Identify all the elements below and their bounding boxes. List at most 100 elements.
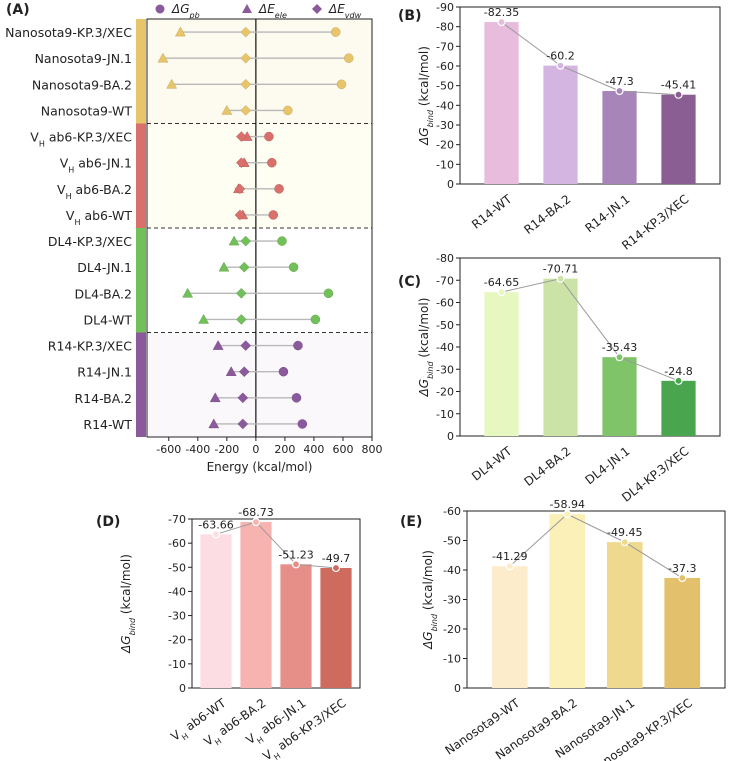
value-label: -51.23 bbox=[278, 548, 313, 561]
y-tick-label: -20 bbox=[436, 386, 454, 399]
legend-label: ΔGpb bbox=[171, 2, 200, 20]
vdw-diamond-marker bbox=[234, 183, 246, 195]
x-tick-label: -400 bbox=[185, 443, 210, 456]
pb-circle-marker bbox=[291, 393, 302, 403]
y-tick-label: -70 bbox=[436, 274, 454, 287]
vdw-diamond-marker bbox=[236, 131, 247, 142]
value-label: -58.94 bbox=[550, 498, 585, 511]
data-point bbox=[211, 530, 221, 539]
ele-triangle-marker bbox=[228, 235, 240, 246]
panel-b-bar-chart: (B) 0 -10 -20 -30 -40 -50 -60 -70 -80 -90 ΔGbind (k… bbox=[398, 1, 721, 253]
value-label: -35.43 bbox=[602, 341, 637, 354]
pb-circle-marker bbox=[277, 236, 287, 246]
value-label: -63.66 bbox=[198, 518, 233, 531]
pb-circle-marker bbox=[336, 79, 347, 90]
y-tick-label: -50 bbox=[443, 535, 461, 548]
trend-line bbox=[509, 513, 683, 579]
pb-circle-marker bbox=[323, 288, 334, 299]
row-label: VH ab6-JN.1 bbox=[60, 156, 132, 175]
bar bbox=[664, 577, 701, 688]
x-tick-label: 0 bbox=[252, 443, 259, 456]
category-label: R14-WT bbox=[469, 192, 515, 232]
value-label: -70.71 bbox=[543, 263, 578, 276]
y-tick-label: -80 bbox=[436, 21, 454, 34]
ele-triangle-marker bbox=[166, 78, 178, 89]
data-point bbox=[251, 517, 261, 527]
ele-triangle-marker bbox=[212, 340, 224, 350]
y-axis-title: ΔGbind (kcal/mol) bbox=[417, 298, 435, 398]
ele-triangle-marker bbox=[208, 418, 220, 429]
category-label: R14-BA.2 bbox=[521, 192, 573, 237]
data-point bbox=[505, 562, 514, 571]
y-tick-label: -30 bbox=[168, 610, 186, 623]
group-color-bar bbox=[136, 228, 146, 333]
y-tick-label: -60 bbox=[443, 505, 461, 518]
ele-triangle-marker bbox=[182, 287, 194, 298]
group-color-bar bbox=[136, 123, 146, 228]
panel-label: (E) bbox=[400, 514, 422, 530]
row-label: Nanosota9-BA.2 bbox=[32, 77, 132, 92]
value-label: -41.29 bbox=[492, 550, 527, 563]
pb-circle-marker bbox=[288, 262, 299, 272]
bar bbox=[602, 90, 637, 184]
bar bbox=[200, 534, 232, 688]
data-point bbox=[674, 376, 683, 385]
category-label: DL4-WT bbox=[469, 444, 515, 484]
plot-frame bbox=[459, 6, 721, 185]
vdw-diamond-marker bbox=[237, 418, 249, 430]
data-point bbox=[674, 90, 683, 99]
x-tick-label: 800 bbox=[362, 443, 383, 456]
row-label: R14-KP.3/XEC bbox=[48, 339, 132, 354]
y-tick-label: -30 bbox=[436, 363, 454, 376]
category-label: DL4-JN.1 bbox=[583, 444, 633, 487]
panel-label: (B) bbox=[398, 8, 421, 24]
value-label: -60.2 bbox=[546, 50, 574, 63]
x-tick-label: 200 bbox=[274, 443, 295, 456]
y-tick-label: -10 bbox=[436, 158, 454, 171]
bar bbox=[240, 522, 272, 688]
y-tick-label: -60 bbox=[436, 297, 454, 310]
y-tick-label: -20 bbox=[443, 623, 461, 636]
vdw-diamond-marker bbox=[238, 366, 250, 378]
ele-triangle-marker bbox=[218, 261, 230, 272]
y-tick-label: -40 bbox=[443, 564, 461, 577]
row-label: VH ab6-KP.3/XEC bbox=[30, 130, 132, 149]
value-label: -68.73 bbox=[238, 506, 273, 519]
group-background bbox=[147, 228, 372, 333]
row-label: VH ab6-BA.2 bbox=[57, 182, 132, 201]
y-tick-label: -30 bbox=[443, 594, 461, 607]
data-point bbox=[556, 61, 565, 70]
y-tick-label: -70 bbox=[168, 513, 186, 526]
row-label: Nanosota9-JN.1 bbox=[35, 51, 132, 66]
y-tick-label: -60 bbox=[168, 537, 186, 550]
bar bbox=[661, 380, 696, 436]
data-point bbox=[678, 573, 687, 583]
group-background bbox=[147, 332, 372, 437]
legend: ΔGpb ΔEele ΔEvdw bbox=[155, 2, 362, 20]
data-point bbox=[556, 274, 565, 283]
value-label: -45.41 bbox=[661, 79, 696, 92]
value-label: -24.8 bbox=[664, 365, 692, 378]
pb-circle-marker bbox=[297, 419, 308, 429]
ele-triangle-marker bbox=[198, 313, 210, 324]
bar bbox=[549, 514, 586, 688]
y-tick-label: -40 bbox=[436, 99, 454, 112]
vdw-diamond-marker bbox=[240, 78, 252, 90]
ele-triangle-marker bbox=[225, 366, 237, 376]
y-tick-label: -50 bbox=[436, 80, 454, 93]
panel-c-bar-chart: (C) 0 -10 -20 -30 -40 -50 -60 -70 -80 ΔGbind (kcal… bbox=[398, 252, 721, 505]
bar bbox=[491, 566, 528, 688]
legend-label: ΔEvdw bbox=[328, 2, 362, 20]
ele-triangle-marker bbox=[221, 104, 233, 115]
y-tick-label: -20 bbox=[436, 139, 454, 152]
ele-triangle-marker bbox=[174, 26, 186, 37]
trend-line bbox=[501, 278, 679, 382]
y-tick-label: -40 bbox=[168, 585, 186, 598]
pb-circle-marker bbox=[267, 157, 277, 168]
y-tick-label: -90 bbox=[436, 1, 454, 14]
row-label: R14-WT bbox=[83, 417, 132, 432]
data-point bbox=[497, 17, 506, 27]
row-label: Nanosota9-WT bbox=[41, 103, 133, 118]
y-axis-title: ΔGbind (kcal/mol) bbox=[421, 550, 439, 650]
category-label: DL4-BA.2 bbox=[521, 444, 573, 489]
